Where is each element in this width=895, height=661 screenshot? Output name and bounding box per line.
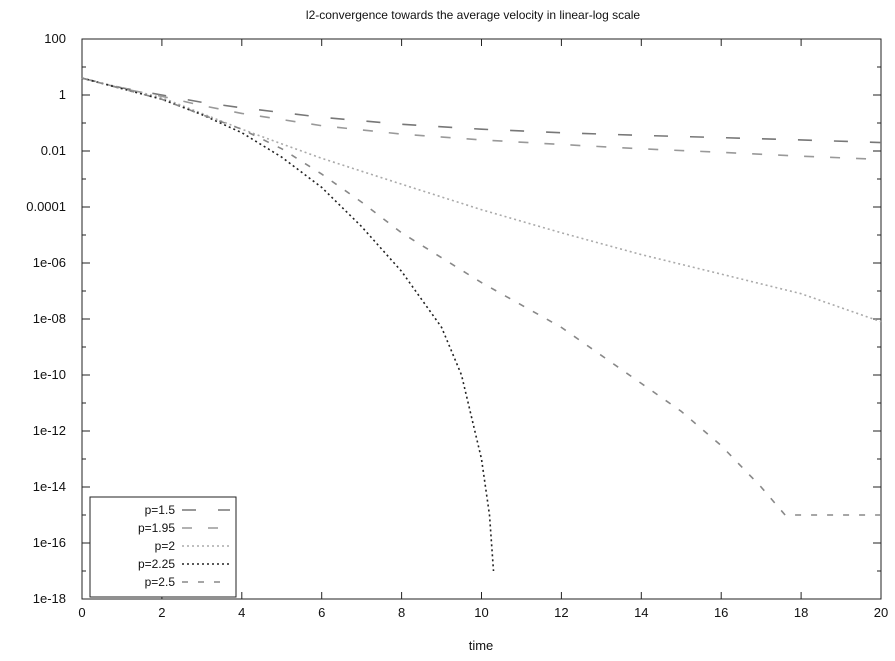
- y-tick-label: 1e-06: [33, 255, 66, 270]
- series-line-p-2-25: [81, 77, 495, 572]
- x-tick-label: 12: [554, 605, 568, 620]
- x-tick-label: 20: [874, 605, 888, 620]
- x-tick-label: 18: [794, 605, 808, 620]
- y-tick-label: 1e-18: [33, 591, 66, 606]
- legend-label: p=2.5: [145, 575, 176, 589]
- x-tick-label: 4: [238, 605, 245, 620]
- x-tick-label: 2: [158, 605, 165, 620]
- y-tick-label: 100: [44, 31, 66, 46]
- series-line-p-1-95: [81, 77, 882, 161]
- y-tick-label: 0.0001: [26, 199, 66, 214]
- x-tick-label: 14: [634, 605, 648, 620]
- legend-label: p=2: [155, 539, 176, 553]
- x-tick-label: 10: [474, 605, 488, 620]
- x-tick-label: 6: [318, 605, 325, 620]
- chart-title: l2-convergence towards the average veloc…: [306, 8, 641, 22]
- y-tick-label: 1: [59, 87, 66, 102]
- x-tick-label: 0: [78, 605, 85, 620]
- y-tick-label: 1e-12: [33, 423, 66, 438]
- series-line-p-2-5: [81, 77, 881, 516]
- x-tick-label: 16: [714, 605, 728, 620]
- series-lines: [81, 77, 882, 572]
- y-tick-label: 1e-14: [33, 479, 66, 494]
- x-axis-label: time: [469, 638, 494, 653]
- y-tick-label: 1e-10: [33, 367, 66, 382]
- y-tick-label: 1e-08: [33, 311, 66, 326]
- y-tick-label: 0.01: [41, 143, 66, 158]
- series-line-p-2: [81, 77, 882, 323]
- axis-ticks: 0 2 4 6 8 10 12 14 16 18 20 100 1 0.01 0.0001 1e-06 1e-0…: [26, 31, 888, 620]
- series-line-p-1-5: [81, 77, 882, 144]
- legend-label: p=2.25: [138, 557, 175, 571]
- legend-box: [89, 496, 237, 598]
- y-tick-label: 1e-16: [33, 535, 66, 550]
- x-tick-label: 8: [398, 605, 405, 620]
- legend: p=1.5 p=1.95 p=2 p=2.25 p=2.5: [89, 496, 237, 598]
- legend-label: p=1.5: [145, 503, 176, 517]
- legend-label: p=1.95: [138, 521, 175, 535]
